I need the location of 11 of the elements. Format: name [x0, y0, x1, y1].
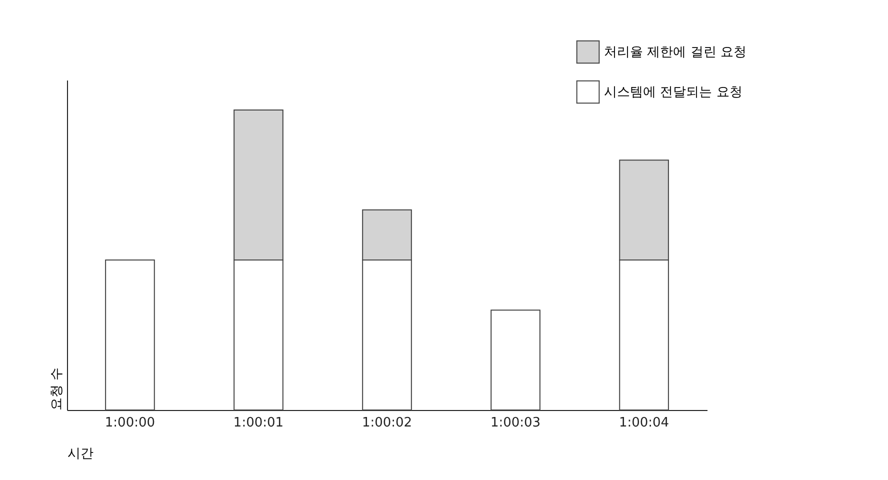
legend-label: 시스템에 전달되는 요청	[604, 85, 742, 100]
x-axis-title: 시간	[68, 446, 94, 462]
x-tick-label: 1:00:01	[233, 416, 284, 430]
x-tick-label: 1:00:04	[618, 416, 670, 430]
y-axis-title: 요청 수	[50, 367, 64, 410]
legend-label: 처리율 제한에 걸린 요청	[604, 45, 746, 60]
x-tick-label: 1:00:02	[362, 416, 412, 430]
x-tick-label: 1:00:00	[104, 416, 156, 430]
bar	[490, 310, 540, 410]
x-tick-label: 1:00:03	[490, 416, 541, 430]
bar	[105, 260, 155, 410]
